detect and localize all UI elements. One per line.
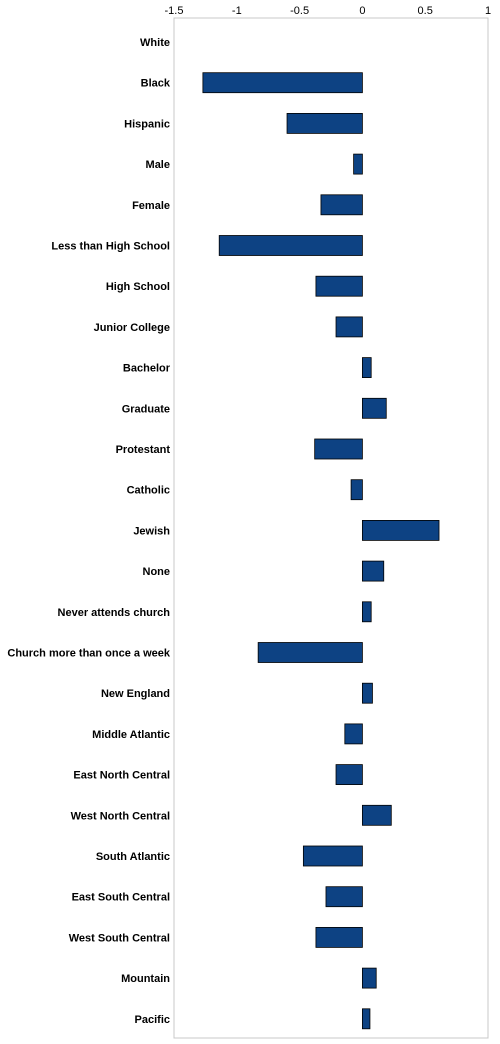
- x-tick-label: -1.5: [165, 5, 184, 17]
- bar: [335, 316, 363, 338]
- category-label: Less than High School: [51, 241, 170, 253]
- bar: [286, 113, 363, 134]
- bar: [361, 967, 377, 989]
- category-label: West North Central: [71, 810, 170, 822]
- bar: [257, 642, 363, 663]
- category-label: Female: [132, 200, 170, 212]
- category-label: Hispanic: [124, 118, 170, 130]
- x-axis: -1.5 -1 -0.5 0 0.5 1: [165, 5, 492, 17]
- bar: [353, 153, 363, 175]
- category-label: Graduate: [122, 403, 170, 415]
- category-label: Protestant: [116, 444, 171, 456]
- category-label: East North Central: [73, 770, 170, 782]
- category-label: Black: [141, 78, 171, 90]
- category-label: Pacific: [135, 1014, 170, 1026]
- x-tick-label: -0.5: [290, 5, 309, 17]
- bar: [361, 357, 372, 379]
- category-label: Male: [146, 159, 170, 171]
- x-tick-label: 1: [485, 5, 491, 17]
- category-label: Catholic: [127, 485, 170, 497]
- bar: [315, 927, 363, 948]
- category-label: West South Central: [69, 932, 170, 944]
- category-label: Junior College: [94, 322, 170, 334]
- bar: [320, 194, 363, 216]
- category-label: White: [140, 37, 170, 49]
- bar: [344, 723, 363, 745]
- bar: [335, 764, 363, 785]
- category-axis: White Black Hispanic Male Female Less than Hi…: [7, 37, 170, 1026]
- category-label: Church more than once a week: [7, 648, 170, 660]
- bar: [302, 845, 363, 867]
- x-tick-label: 0.5: [418, 5, 433, 17]
- bar: [218, 235, 363, 256]
- bar: [315, 275, 363, 297]
- category-label: Mountain: [121, 973, 170, 985]
- bar: [361, 397, 387, 419]
- x-tick-label: 0: [359, 5, 365, 17]
- bar-series: [202, 72, 440, 1030]
- category-label: Middle Atlantic: [92, 729, 170, 741]
- bar: [361, 682, 373, 704]
- x-tick-label: -1: [232, 5, 242, 17]
- category-label: Bachelor: [123, 363, 171, 375]
- bar: [325, 886, 363, 908]
- bar: [202, 72, 363, 94]
- category-label: East South Central: [72, 892, 170, 904]
- bar: [361, 804, 392, 826]
- category-label: Jewish: [133, 525, 170, 537]
- bar: [314, 438, 363, 460]
- bar: [361, 520, 440, 541]
- category-label: New England: [101, 688, 170, 700]
- bar: [361, 601, 372, 623]
- category-label: South Atlantic: [96, 851, 170, 863]
- bar: [350, 479, 363, 501]
- category-label: None: [143, 566, 171, 578]
- category-label: High School: [106, 281, 170, 293]
- category-label: Never attends church: [58, 607, 171, 619]
- bar: [361, 1008, 371, 1030]
- plot-area: [173, 17, 489, 1039]
- bar: [361, 560, 385, 582]
